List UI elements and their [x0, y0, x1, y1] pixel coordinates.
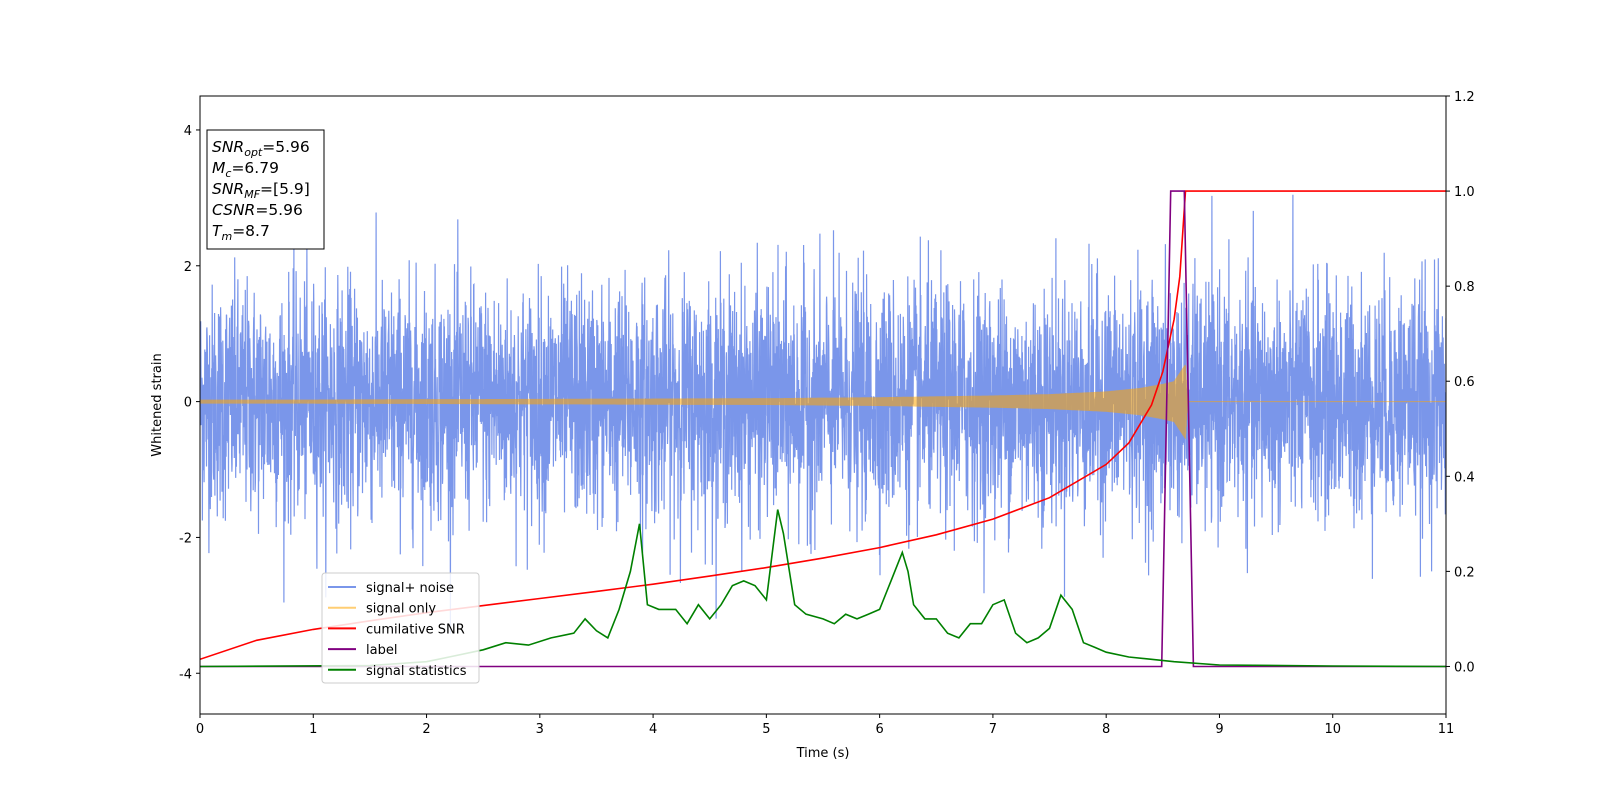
x-tick-label: 1 [309, 722, 317, 737]
x-tick-label: 6 [875, 722, 883, 737]
y-left-tick-label: -2 [179, 531, 192, 546]
info-box-frame [206, 129, 325, 250]
x-tick-label: 3 [536, 722, 544, 737]
y-right-tick-label: 0.2 [1454, 565, 1475, 580]
info-box: SNRopt=5.96Mc=6.79SNRMF=[5.9]CSNR=5.96Tm… [206, 129, 325, 250]
y-axis-left-label: Whitened strain [150, 353, 165, 456]
y-left-tick-label: -4 [179, 667, 192, 682]
x-tick-label: 10 [1324, 722, 1341, 737]
y-right-tick-label: 1.0 [1454, 185, 1475, 200]
y-right-tick-label: 0.4 [1454, 470, 1475, 485]
x-tick-label: 9 [1215, 722, 1223, 737]
tick-layer: 0 1 2 3 4 5 6 7 8 9 10 11 -4 -2 0 2 4 0.0 0.2 0.4 0.6 0.8 1.0 1… [179, 90, 1475, 737]
y-right-tick-label: 1.2 [1454, 90, 1475, 105]
y-right-tick-label: 0.6 [1454, 375, 1475, 390]
info-symbol: M [212, 159, 225, 177]
y-right-tick-label: 0.8 [1454, 280, 1475, 295]
legend-frame [321, 572, 480, 684]
info-line: SNRMF=[5.9] [212, 180, 310, 201]
x-axis-label: Time (s) [796, 746, 850, 761]
info-symbol: CSNR [212, 201, 255, 219]
x-tick-label: 2 [422, 722, 430, 737]
info-symbol: T [212, 222, 223, 240]
x-tick-label: 5 [762, 722, 770, 737]
x-tick-label: 11 [1438, 722, 1455, 737]
series-signal-statistics-line [200, 509, 1446, 668]
x-tick-label: 7 [989, 722, 997, 737]
info-line: Tm=8.7 [212, 222, 270, 243]
info-symbol: SNR [212, 138, 244, 156]
legend-label: label [366, 643, 397, 658]
x-tick-label: 0 [196, 722, 204, 737]
info-line: SNRopt=5.96 [212, 138, 310, 159]
y-right-tick-label: 0.0 [1454, 660, 1475, 675]
legend-label: cumilative SNR [366, 622, 465, 637]
series-label-line [200, 190, 1446, 668]
y-left-tick-label: 2 [184, 260, 192, 275]
legend-label: signal only [366, 602, 436, 617]
info-line: Mc=6.79 [212, 159, 279, 180]
info-value: =5.96 [262, 138, 310, 156]
y-left-tick-label: 0 [184, 396, 192, 411]
info-subscript: opt [244, 146, 263, 159]
info-subscript: c [225, 167, 231, 180]
x-tick-label: 4 [649, 722, 657, 737]
info-value: =6.79 [231, 159, 279, 177]
info-value: =5.96 [255, 201, 303, 219]
info-symbol: SNR [212, 180, 244, 198]
info-subscript: MF [244, 188, 260, 201]
legend: signal+ noise signal only cumilative SNR la… [321, 572, 480, 684]
info-subscript: m [221, 230, 232, 243]
plot-frame [199, 95, 1447, 715]
info-value: =8.7 [232, 222, 270, 240]
info-value: =[5.9] [260, 180, 310, 198]
legend-label: signal statistics [366, 664, 467, 679]
legend-label: signal+ noise [366, 581, 454, 596]
x-tick-label: 8 [1102, 722, 1110, 737]
y-left-tick-label: 4 [184, 124, 192, 139]
series-signal-noise-line [200, 194, 1446, 634]
series-signal-only-line [200, 364, 1446, 439]
info-line: CSNR=5.96 [212, 201, 303, 219]
